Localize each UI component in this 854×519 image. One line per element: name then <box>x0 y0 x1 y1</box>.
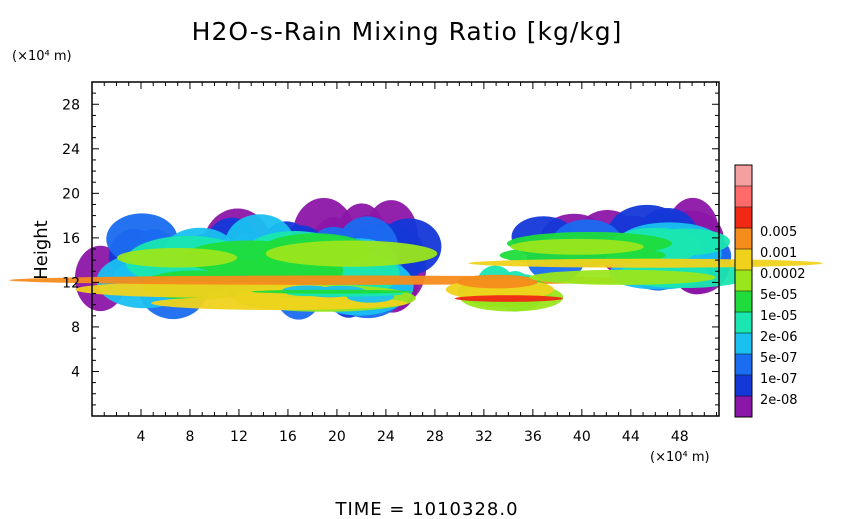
y-tick-label: 20 <box>62 186 80 202</box>
legend-swatch <box>735 312 752 334</box>
plot-frame <box>91 81 720 417</box>
field-cell <box>75 281 340 298</box>
chart-title: H2O-s-Rain Mixing Ratio [kg/kg] <box>192 17 623 46</box>
y-tick-label: 28 <box>62 97 80 113</box>
color-legend: 2e-08 1e-07 5e-07 2e-06 1e-05 5e-05 0.0002 0.00… <box>734 164 806 418</box>
legend-swatch <box>735 207 752 229</box>
legend-swatch <box>735 165 752 187</box>
field-cell <box>468 258 823 268</box>
y-tick-label: 8 <box>71 320 80 336</box>
x-tick-label: 8 <box>186 429 195 445</box>
legend-swatch <box>735 228 752 250</box>
x-tick-label: 4 <box>137 429 146 445</box>
y-tick-label: 12 <box>62 275 80 291</box>
legend-label: 0.005 <box>760 225 797 240</box>
y-axis: 4 8 12 16 20 24 28 <box>62 92 719 406</box>
field-cell <box>454 295 563 302</box>
x-tick-label: 16 <box>279 429 297 445</box>
legend-label: 0.0002 <box>760 267 806 282</box>
y-tick-label: 4 <box>71 364 80 380</box>
time-label: TIME = 1010328.0 <box>334 499 518 519</box>
field-cell <box>251 289 414 294</box>
field-cell <box>642 228 731 256</box>
legend-swatch <box>735 270 752 292</box>
x-tick-label: 40 <box>573 429 591 445</box>
y-tick-label: 24 <box>62 142 80 158</box>
heatmap-field <box>9 197 823 320</box>
field-cell <box>510 238 644 255</box>
x-unit-label: (×10⁴ m) <box>650 450 710 465</box>
x-tick-label: 44 <box>622 429 640 445</box>
x-tick-label: 24 <box>377 429 395 445</box>
x-tick-label: 36 <box>524 429 542 445</box>
x-tick-label: 12 <box>230 429 248 445</box>
legend-label: 5e-07 <box>760 351 798 366</box>
legend-label: 1e-05 <box>760 309 798 324</box>
legend-label: 1e-07 <box>760 372 798 387</box>
y-axis-label: Height <box>31 220 52 280</box>
field-cell <box>529 269 716 285</box>
x-tick-label: 48 <box>671 429 689 445</box>
field-cell <box>116 247 238 268</box>
legend-swatch <box>735 186 752 208</box>
legend-swatch <box>735 249 752 271</box>
legend-label: 2e-08 <box>760 393 798 408</box>
y-tick-label: 16 <box>62 231 80 247</box>
legend-swatch <box>735 333 752 355</box>
legend-swatch <box>735 375 752 397</box>
field-cell <box>456 274 538 289</box>
legend-swatch <box>735 396 752 418</box>
legend-label: 5e-05 <box>760 288 798 303</box>
field-cell <box>150 296 408 311</box>
legend-label: 2e-06 <box>760 330 798 345</box>
y-unit-label: (×10⁴ m) <box>12 49 72 64</box>
x-tick-label: 20 <box>328 429 346 445</box>
legend-swatch <box>735 354 752 376</box>
legend-label: 0.001 <box>760 246 797 261</box>
legend-swatch <box>735 291 752 313</box>
x-tick-label: 32 <box>475 429 493 445</box>
x-tick-label: 28 <box>426 429 444 445</box>
field-cell <box>265 240 438 267</box>
